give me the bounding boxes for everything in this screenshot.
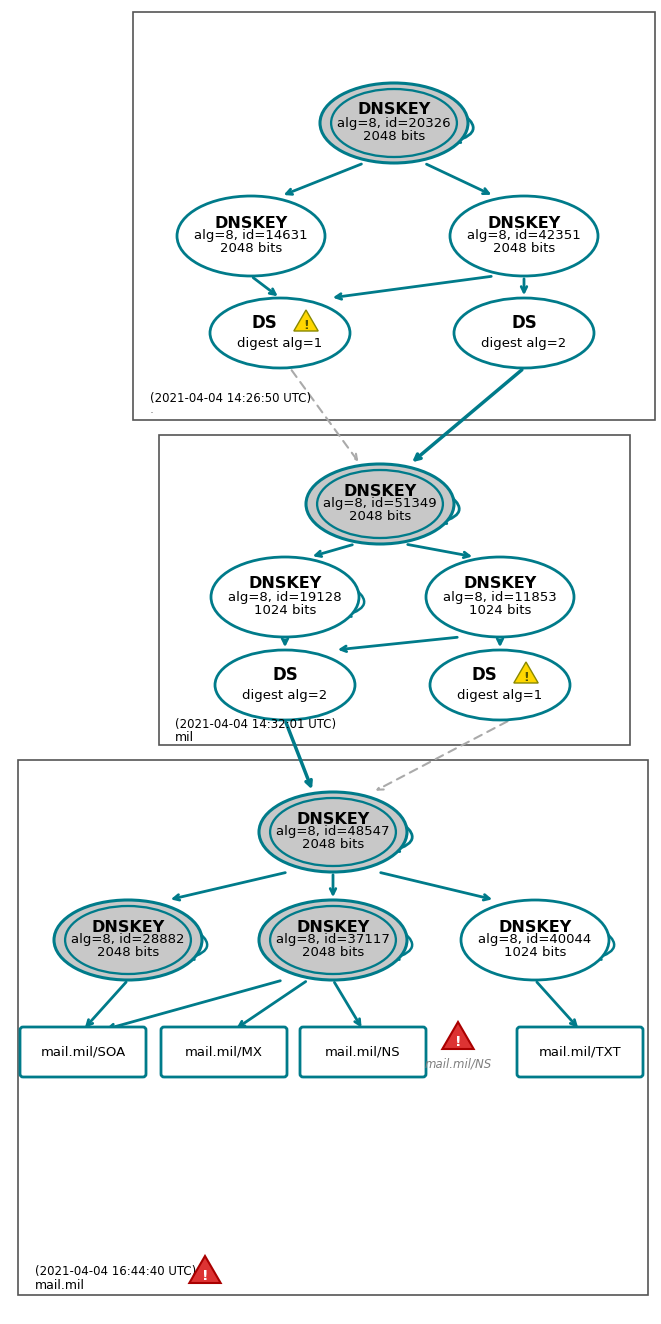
Ellipse shape	[270, 798, 396, 866]
Ellipse shape	[259, 792, 407, 873]
Text: !: !	[523, 671, 529, 685]
Text: DNSKEY: DNSKEY	[296, 812, 369, 826]
Ellipse shape	[215, 650, 355, 720]
FancyBboxPatch shape	[20, 1027, 146, 1076]
Text: DS: DS	[511, 314, 537, 332]
Ellipse shape	[426, 557, 574, 637]
Text: DNSKEY: DNSKEY	[214, 216, 288, 230]
Text: 2048 bits: 2048 bits	[97, 947, 159, 960]
Ellipse shape	[177, 196, 325, 275]
Text: mail.mil/NS: mail.mil/NS	[424, 1058, 492, 1071]
Text: alg=8, id=11853: alg=8, id=11853	[443, 591, 557, 604]
Text: mil: mil	[175, 731, 194, 744]
Ellipse shape	[210, 298, 350, 368]
FancyBboxPatch shape	[18, 760, 648, 1295]
Text: DNSKEY: DNSKEY	[343, 483, 416, 499]
Polygon shape	[294, 310, 318, 331]
Text: alg=8, id=51349: alg=8, id=51349	[323, 498, 437, 511]
Text: alg=8, id=42351: alg=8, id=42351	[467, 229, 581, 242]
Text: DNSKEY: DNSKEY	[463, 576, 537, 592]
Polygon shape	[189, 1256, 221, 1283]
Text: alg=8, id=48547: alg=8, id=48547	[276, 825, 390, 838]
Text: mail.mil/NS: mail.mil/NS	[325, 1046, 401, 1058]
Text: alg=8, id=28882: alg=8, id=28882	[71, 933, 185, 947]
Text: alg=8, id=14631: alg=8, id=14631	[194, 229, 308, 242]
FancyBboxPatch shape	[300, 1027, 426, 1076]
Text: DS: DS	[251, 314, 277, 332]
Text: !: !	[202, 1268, 208, 1283]
Text: 2048 bits: 2048 bits	[302, 947, 364, 960]
Text: (2021-04-04 14:26:50 UTC): (2021-04-04 14:26:50 UTC)	[150, 392, 311, 405]
Text: (2021-04-04 14:32:01 UTC): (2021-04-04 14:32:01 UTC)	[175, 718, 336, 731]
Ellipse shape	[211, 557, 359, 637]
Text: digest alg=1: digest alg=1	[237, 336, 323, 350]
Text: mail.mil/TXT: mail.mil/TXT	[539, 1046, 621, 1058]
Ellipse shape	[454, 298, 594, 368]
Text: alg=8, id=40044: alg=8, id=40044	[479, 933, 592, 947]
Text: DS: DS	[471, 666, 497, 685]
FancyBboxPatch shape	[517, 1027, 643, 1076]
Text: DNSKEY: DNSKEY	[249, 576, 322, 592]
Text: DNSKEY: DNSKEY	[91, 919, 165, 935]
Text: DS: DS	[272, 666, 298, 685]
Ellipse shape	[270, 906, 396, 974]
Polygon shape	[442, 1022, 474, 1049]
Ellipse shape	[259, 900, 407, 980]
Text: 2048 bits: 2048 bits	[363, 130, 425, 143]
Ellipse shape	[320, 83, 468, 163]
Text: DNSKEY: DNSKEY	[296, 919, 369, 935]
Ellipse shape	[430, 650, 570, 720]
Ellipse shape	[54, 900, 202, 980]
Ellipse shape	[306, 463, 454, 544]
Text: mail.mil/MX: mail.mil/MX	[185, 1046, 263, 1058]
FancyBboxPatch shape	[161, 1027, 287, 1076]
Text: digest alg=1: digest alg=1	[457, 688, 543, 702]
Ellipse shape	[461, 900, 609, 980]
Text: alg=8, id=19128: alg=8, id=19128	[228, 591, 342, 604]
Text: (2021-04-04 16:44:40 UTC): (2021-04-04 16:44:40 UTC)	[35, 1264, 196, 1278]
Text: 2048 bits: 2048 bits	[220, 242, 282, 256]
Text: mail.mil: mail.mil	[35, 1279, 85, 1292]
FancyBboxPatch shape	[159, 436, 630, 745]
Text: .: .	[150, 402, 154, 416]
Ellipse shape	[450, 196, 598, 275]
Ellipse shape	[331, 89, 457, 158]
Text: 2048 bits: 2048 bits	[349, 511, 411, 523]
Text: digest alg=2: digest alg=2	[481, 336, 566, 350]
Text: DNSKEY: DNSKEY	[487, 216, 561, 230]
Polygon shape	[514, 662, 538, 683]
Text: !: !	[455, 1035, 461, 1049]
Text: 2048 bits: 2048 bits	[493, 242, 555, 256]
Text: 1024 bits: 1024 bits	[504, 947, 566, 960]
Text: alg=8, id=20326: alg=8, id=20326	[337, 117, 451, 130]
Text: 1024 bits: 1024 bits	[254, 604, 316, 617]
Text: !: !	[303, 319, 309, 332]
FancyBboxPatch shape	[133, 12, 655, 420]
Text: 2048 bits: 2048 bits	[302, 838, 364, 851]
Ellipse shape	[317, 470, 443, 538]
Text: digest alg=2: digest alg=2	[243, 688, 328, 702]
Ellipse shape	[65, 906, 191, 974]
Text: 1024 bits: 1024 bits	[469, 604, 531, 617]
Text: DNSKEY: DNSKEY	[358, 102, 430, 118]
Text: mail.mil/SOA: mail.mil/SOA	[40, 1046, 126, 1058]
Text: DNSKEY: DNSKEY	[498, 919, 572, 935]
Text: alg=8, id=37117: alg=8, id=37117	[276, 933, 390, 947]
